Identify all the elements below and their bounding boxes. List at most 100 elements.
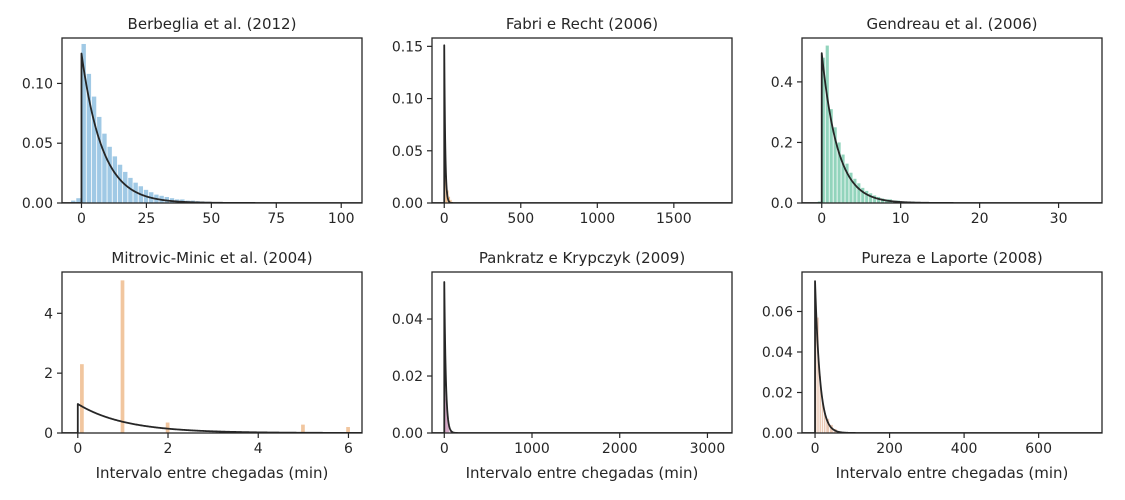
histogram-bar xyxy=(873,195,877,203)
x-tick-label: 500 xyxy=(507,211,534,227)
x-tick-label: 1000 xyxy=(514,441,550,457)
histogram-bar xyxy=(448,196,451,203)
x-axis-label: Intervalo entre chegadas (min) xyxy=(466,464,699,482)
histogram-bar xyxy=(821,57,825,203)
axes-frame xyxy=(61,271,363,434)
histogram-bar xyxy=(845,163,849,203)
histogram-bar xyxy=(91,96,97,203)
x-axis-label: Intervalo entre chegadas (min) xyxy=(836,464,1069,482)
chart-title: Gendreau et al. (2006) xyxy=(866,15,1037,33)
y-tick-label: 0.04 xyxy=(392,312,423,328)
chart-title: Berbeglia et al. (2012) xyxy=(128,15,297,33)
x-tick-label: 6 xyxy=(344,441,353,457)
histogram-bar xyxy=(76,198,81,203)
histogram-bar xyxy=(837,142,841,203)
histogram-bar xyxy=(826,418,830,433)
histogram-bar xyxy=(853,178,857,203)
histogram-bar xyxy=(449,430,451,433)
x-tick-label: 10 xyxy=(892,211,910,227)
y-tick-label: 0.02 xyxy=(392,369,423,385)
x-tick-label: 0 xyxy=(440,441,449,457)
axes-frame xyxy=(431,37,733,204)
histogram-bars xyxy=(71,43,341,203)
x-tick-label: 0 xyxy=(817,211,826,227)
histogram-bar xyxy=(869,193,873,203)
y-tick-label: 0.00 xyxy=(762,426,793,442)
histogram-bar xyxy=(865,190,869,203)
histogram-bar xyxy=(446,407,448,433)
histogram-bar xyxy=(120,280,125,433)
y-tick-label: 0.00 xyxy=(392,426,423,442)
histogram-bar xyxy=(880,198,885,203)
histogram-bar xyxy=(841,154,845,203)
x-tick-label: 0 xyxy=(811,441,820,457)
x-tick-label: 1500 xyxy=(656,211,692,227)
fit-curve xyxy=(432,44,732,203)
x-tick-label: 600 xyxy=(1025,441,1052,457)
histogram-bar xyxy=(128,177,133,203)
histogram-bar xyxy=(819,376,821,433)
chart-panel: 0 10 20 30 0.0 0.2 0.4 Gendreau et al. (2006) xyxy=(771,15,1103,227)
x-tick-label: 2 xyxy=(164,441,173,457)
histogram-bar xyxy=(857,183,861,203)
y-tick-label: 0.00 xyxy=(22,196,53,212)
histogram-bar xyxy=(450,199,452,203)
chart-title: Mitrovic-Minic et al. (2004) xyxy=(111,249,312,267)
histogram-bar xyxy=(821,398,824,433)
y-tick-label: 0.10 xyxy=(22,76,53,92)
chart-panel: 0 200 400 600 0.00 0.02 0.04 0.06 Pureza e Lapor… xyxy=(762,249,1103,482)
y-tick-label: 0.2 xyxy=(771,135,793,151)
histogram-bars xyxy=(80,280,350,433)
fit-curve xyxy=(802,280,1102,433)
histogram-bar xyxy=(117,164,123,203)
chart-panel: 0 25 50 75 100 0.00 0.05 0.10 Berbeglia et al. (… xyxy=(22,15,363,227)
x-tick-label: 100 xyxy=(328,211,355,227)
chart-title: Fabri e Recht (2006) xyxy=(506,15,658,33)
x-tick-label: 1000 xyxy=(579,211,615,227)
y-tick-label: 4 xyxy=(44,306,53,322)
x-tick-label: 200 xyxy=(876,441,903,457)
chart-title: Pankratz e Krypczyk (2009) xyxy=(479,249,685,267)
fit-curve xyxy=(432,281,732,433)
x-tick-label: 0 xyxy=(73,441,82,457)
histogram-bar xyxy=(861,187,865,203)
histogram-bar xyxy=(301,424,305,433)
fit-curve xyxy=(62,52,362,203)
histogram-bar xyxy=(97,116,102,203)
histogram-bar xyxy=(86,73,92,203)
x-tick-label: 0 xyxy=(77,211,86,227)
histogram-bar xyxy=(71,200,76,203)
histogram-bar xyxy=(445,390,447,433)
x-tick-label: 50 xyxy=(202,211,220,227)
axes-frame xyxy=(801,37,1103,204)
y-tick-label: 0.02 xyxy=(762,385,793,401)
axes-frame xyxy=(61,37,363,204)
x-tick-label: 20 xyxy=(971,211,989,227)
x-tick-label: 0 xyxy=(440,211,449,227)
axes-frame xyxy=(431,271,733,434)
x-tick-label: 30 xyxy=(1050,211,1068,227)
chart-title: Pureza e Laporte (2008) xyxy=(861,249,1042,267)
y-tick-label: 0.05 xyxy=(22,136,53,152)
x-tick-label: 75 xyxy=(267,211,285,227)
x-tick-label: 3000 xyxy=(690,441,726,457)
histogram-bar xyxy=(823,410,826,433)
fit-curve xyxy=(62,403,362,433)
histogram-bar xyxy=(102,133,107,203)
histogram-bar xyxy=(447,424,449,433)
y-tick-label: 0 xyxy=(44,426,53,442)
y-tick-label: 2 xyxy=(44,366,53,382)
y-tick-label: 0.4 xyxy=(771,75,793,91)
y-tick-label: 0.05 xyxy=(392,144,423,160)
histogram-bar xyxy=(446,415,449,433)
histogram-bar xyxy=(112,156,118,203)
y-tick-label: 0.04 xyxy=(762,345,793,361)
histogram-bar xyxy=(817,317,819,433)
x-tick-label: 400 xyxy=(951,441,978,457)
y-tick-label: 0.00 xyxy=(392,196,423,212)
y-tick-label: 0.06 xyxy=(762,304,793,320)
histogram-bar xyxy=(849,172,853,203)
axes-frame xyxy=(801,271,1103,434)
chart-panel: 0 500 1000 1500 0.00 0.05 0.10 0.15 Fabri e Rech… xyxy=(392,15,733,227)
